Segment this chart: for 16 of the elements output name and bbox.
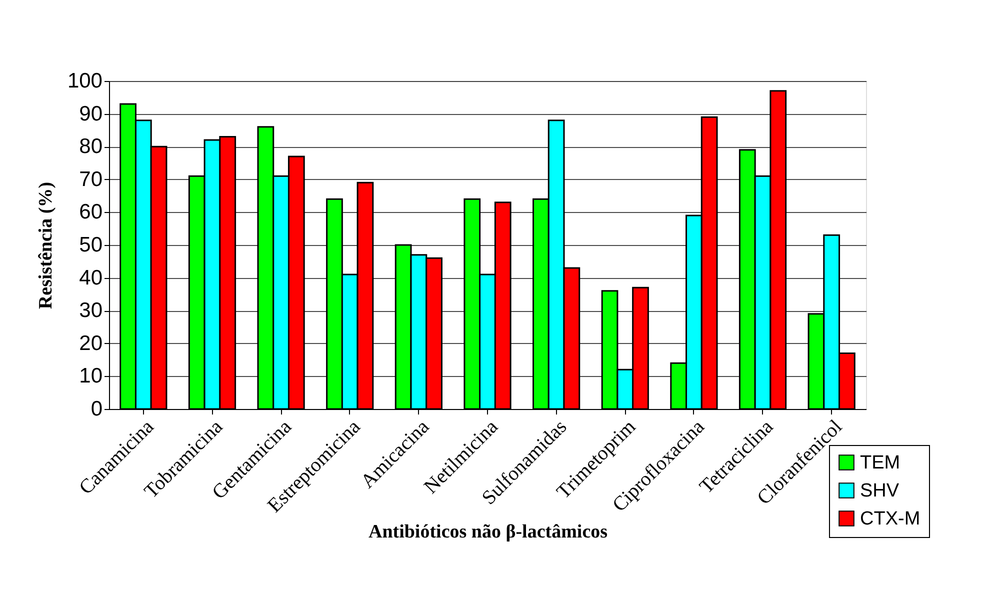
y-tick-label: 30: [79, 299, 102, 322]
y-tick-label: 90: [79, 102, 102, 126]
legend-label: SHV: [860, 480, 900, 502]
y-tick-label: 40: [79, 266, 102, 290]
y-tick-label: 80: [79, 135, 102, 158]
y-tick-label: 70: [79, 168, 102, 191]
x-axis-title: Antibióticos não β-lactâmicos: [368, 521, 608, 542]
y-tick-label: 10: [79, 364, 102, 388]
y-tick-label: 20: [79, 332, 102, 355]
y-tick-label: 100: [67, 70, 102, 92]
legend-label: CTX-M: [860, 508, 920, 530]
legend-label: TEM: [860, 452, 900, 474]
y-tick-label: 50: [79, 234, 102, 256]
y-tick-label: 0: [90, 398, 102, 420]
y-tick-label: 60: [79, 200, 102, 224]
y-axis-title: Resistência (%): [35, 182, 56, 310]
